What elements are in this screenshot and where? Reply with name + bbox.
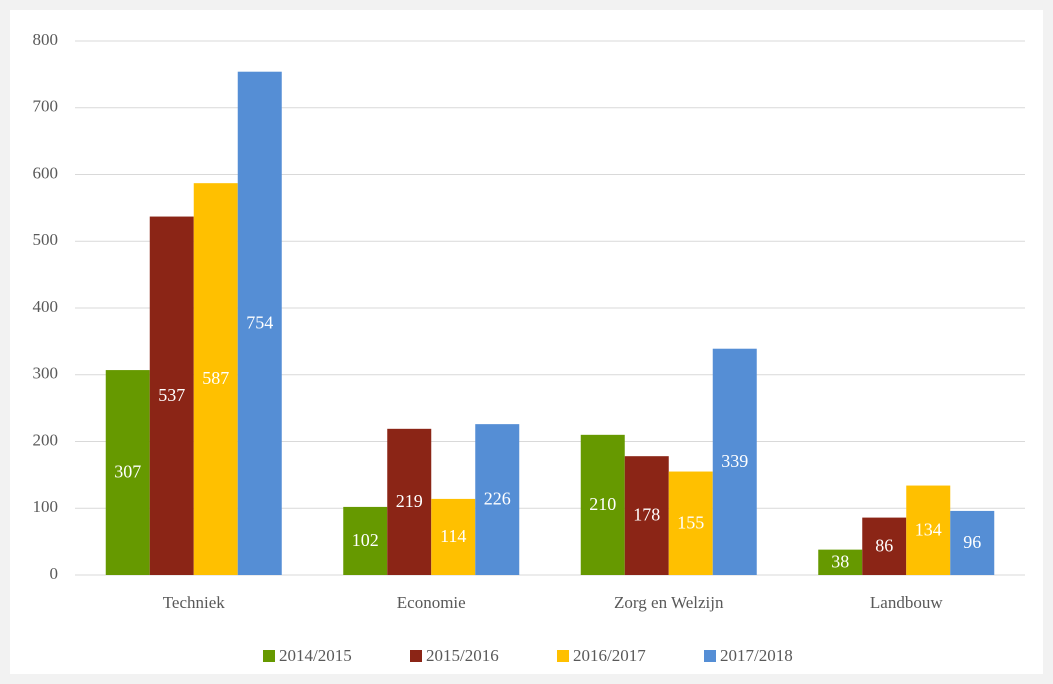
x-tick-label: Zorg en Welzijn [614,593,724,612]
bar [105,370,150,575]
bar [149,216,194,576]
legend-label: 2015/2016 [426,646,499,665]
data-label: 587 [202,368,229,388]
bar [343,506,388,575]
y-tick-label: 600 [33,163,59,182]
data-label: 96 [963,532,981,552]
data-label: 307 [114,462,141,482]
y-tick-label: 300 [33,364,59,383]
data-label: 86 [875,535,893,555]
y-tick-label: 0 [50,564,59,583]
x-tick-label: Techniek [163,593,226,612]
data-label: 134 [915,519,942,539]
data-label: 114 [440,526,466,546]
legend-swatch [410,650,422,662]
y-tick-label: 500 [33,230,59,249]
bar [950,510,995,575]
legend-label: 2014/2015 [279,646,352,665]
data-label: 155 [677,512,704,532]
y-tick-label: 800 [33,30,59,49]
y-tick-label: 400 [33,297,59,316]
bar [237,71,282,575]
legend-swatch [263,650,275,662]
data-label: 339 [721,451,748,471]
x-tick-label: Landbouw [870,593,943,612]
y-tick-label: 100 [33,497,59,516]
bar [193,183,238,576]
legend-swatch [557,650,569,662]
bar [387,428,432,575]
legend-label: 2017/2018 [720,646,793,665]
bar [712,348,757,575]
data-label: 754 [246,312,273,332]
data-label: 178 [633,505,660,525]
bar [818,549,863,575]
legend-swatch [704,650,716,662]
data-label: 210 [589,494,616,514]
legend-label: 2016/2017 [573,646,646,665]
data-label: 219 [396,491,423,511]
data-label: 226 [484,489,511,509]
bar [475,424,520,575]
bar [431,498,476,575]
data-label: 102 [352,530,379,550]
data-label: 537 [158,385,185,405]
y-tick-label: 200 [33,430,59,449]
bar [906,485,951,575]
bar [862,517,907,575]
bar [580,434,625,575]
bar [624,456,669,575]
y-tick-label: 700 [33,97,59,116]
x-tick-label: Economie [397,593,466,612]
bar [668,471,713,575]
data-label: 38 [831,551,849,571]
